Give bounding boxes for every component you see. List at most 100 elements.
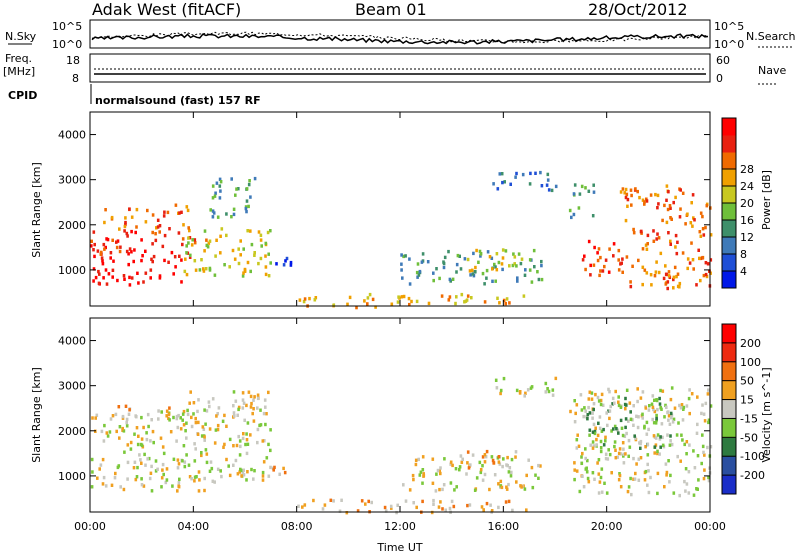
power-heatmap (90, 170, 713, 310)
power-cell (448, 277, 452, 282)
power-cell (163, 233, 167, 238)
velocity-cell (611, 402, 614, 406)
power-cell (515, 171, 518, 176)
power-cell (573, 183, 577, 187)
velocity-cell (418, 473, 422, 477)
power-cell (264, 254, 267, 258)
power-cell (701, 255, 705, 260)
velocity-cell (273, 465, 276, 470)
power-cell (397, 295, 400, 299)
velocity-colorbar-tick-label: -200 (740, 469, 765, 482)
velocity-cell (618, 473, 622, 478)
velocity-cell (669, 439, 672, 443)
power-cell (705, 204, 709, 208)
velocity-cell (622, 452, 625, 456)
power-cell (400, 262, 403, 266)
velocity-cell (205, 409, 209, 413)
velocity-cell (497, 455, 501, 459)
velocity-cell (604, 439, 607, 443)
power-cell (125, 249, 129, 254)
velocity-cell (578, 489, 582, 494)
power-cell (534, 171, 537, 175)
velocity-cell (661, 389, 665, 393)
velocity-cell (687, 470, 691, 474)
power-y-axis: 1000 2000 3000 4000 (58, 129, 710, 277)
velocity-cell (238, 453, 242, 457)
power-cell (213, 273, 217, 277)
power-cell (418, 269, 422, 274)
power-cell (466, 294, 470, 298)
velocity-cell (603, 481, 606, 485)
power-cell (690, 241, 693, 245)
velocity-cell (659, 435, 662, 439)
velocity-cell (604, 452, 608, 456)
power-cell (92, 230, 96, 234)
velocity-cell (599, 398, 603, 403)
velocity-cell (223, 442, 226, 447)
velocity-cell (234, 458, 238, 463)
power-cell (701, 227, 705, 231)
power-cell (666, 286, 669, 291)
velocity-cell (617, 400, 620, 404)
velocity-cell (118, 436, 121, 440)
velocity-cell (494, 378, 498, 382)
power-cell (662, 276, 666, 281)
velocity-cell (632, 477, 635, 481)
power-cell (234, 193, 237, 197)
velocity-cell (624, 417, 628, 421)
velocity-cell (183, 460, 187, 464)
velocity-cell (484, 455, 488, 459)
power-cell (102, 242, 106, 247)
velocity-cell (256, 393, 260, 397)
velocity-cell (580, 408, 584, 412)
velocity-cell (345, 511, 349, 515)
velocity-cell (208, 469, 212, 473)
power-cell (189, 253, 192, 257)
velocity-cell (265, 412, 268, 416)
velocity-cell (707, 418, 711, 422)
power-cell (93, 242, 96, 247)
velocity-cell (616, 455, 619, 459)
velocity-cell (591, 411, 594, 415)
power-cell (455, 262, 459, 267)
velocity-cell (422, 474, 425, 478)
velocity-cell (154, 459, 158, 463)
power-cell (298, 298, 302, 302)
velocity-cell (626, 489, 630, 494)
power-cell (124, 220, 127, 225)
velocity-cell (161, 468, 164, 472)
velocity-cell (670, 442, 674, 447)
velocity-cell (594, 392, 597, 397)
velocity-cell (182, 409, 186, 414)
power-cell (135, 207, 139, 212)
velocity-cell (172, 415, 175, 420)
velocity-cell (652, 407, 655, 412)
power-cell (264, 241, 268, 246)
velocity-cell (136, 465, 139, 470)
power-cell (623, 191, 626, 195)
velocity-cell (611, 396, 615, 401)
velocity-cell (471, 453, 475, 457)
power-cell (656, 193, 660, 198)
velocity-cell (574, 411, 577, 416)
velocity-cell (647, 408, 651, 412)
velocity-cell (685, 440, 689, 444)
velocity-cell (232, 411, 236, 415)
velocity-cell (161, 445, 165, 449)
velocity-cell (202, 427, 206, 431)
velocity-cell (252, 419, 256, 423)
power-cell (455, 295, 458, 299)
velocity-cell (596, 433, 600, 438)
power-cell (463, 300, 466, 304)
velocity-cell (236, 472, 240, 476)
velocity-cell (669, 411, 673, 416)
power-cell (654, 270, 658, 274)
velocity-cell (547, 389, 551, 394)
velocity-cell (653, 445, 657, 449)
velocity-cell (709, 445, 713, 449)
velocity-cell (421, 468, 425, 472)
velocity-cell (184, 429, 187, 433)
velocity-cell (168, 418, 171, 422)
velocity-cell (241, 391, 245, 395)
velocity-cell (546, 387, 549, 391)
